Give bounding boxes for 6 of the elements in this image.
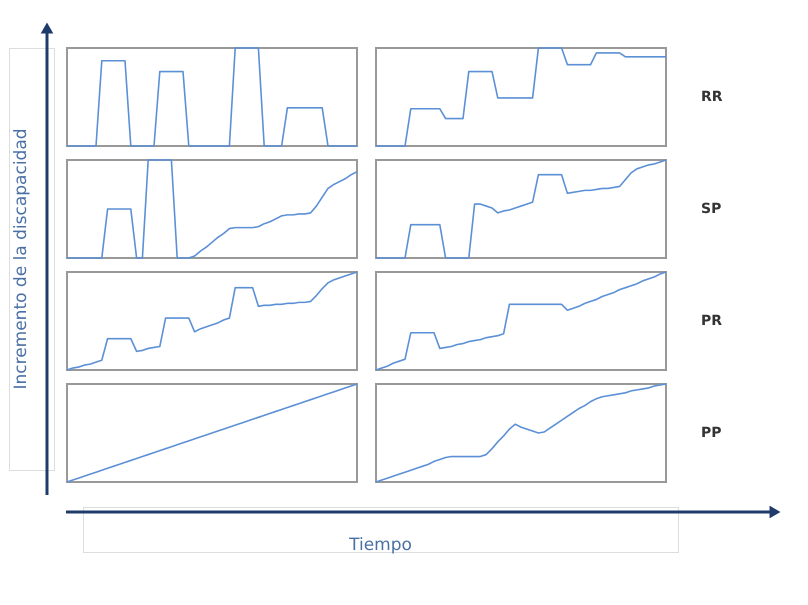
text: RR — [701, 89, 723, 105]
x-axis-title: Tiempo — [348, 535, 412, 555]
text: PP — [701, 425, 722, 441]
y-axis-title: Incremento de la discapacidad — [11, 128, 31, 390]
text: SP — [701, 201, 722, 217]
text: PR — [701, 313, 722, 329]
